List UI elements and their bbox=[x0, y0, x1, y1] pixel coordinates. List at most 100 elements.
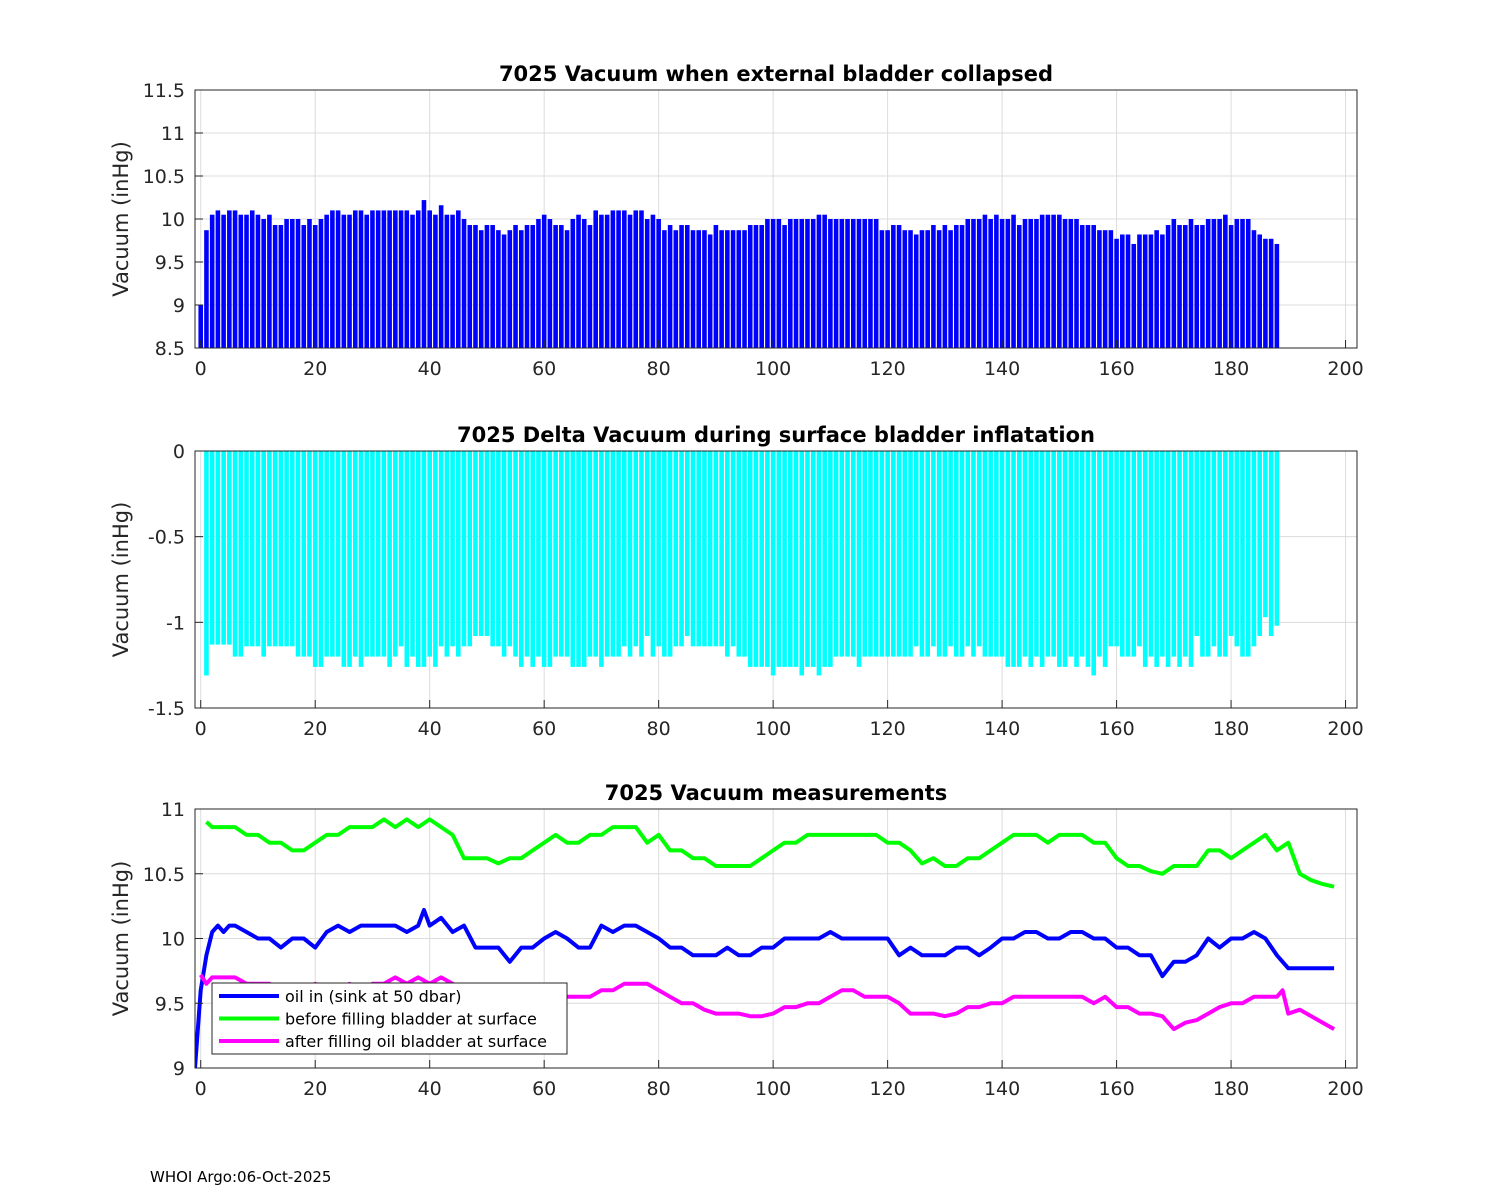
bar-17 bbox=[295, 219, 301, 348]
bar-146 bbox=[1034, 451, 1039, 657]
bar-68 bbox=[587, 225, 593, 348]
bar-100 bbox=[770, 451, 776, 676]
x-tick-label: 140 bbox=[984, 358, 1020, 380]
bar-94 bbox=[736, 230, 742, 348]
x-tick-label: 0 bbox=[195, 358, 207, 380]
bar-180 bbox=[1228, 225, 1234, 348]
bar-11 bbox=[261, 451, 266, 657]
bar-82 bbox=[667, 451, 673, 657]
bar-152 bbox=[1068, 451, 1074, 657]
bar-16 bbox=[290, 219, 295, 348]
chart-title: 7025 Delta Vacuum during surface bladder… bbox=[457, 423, 1095, 447]
bar-136 bbox=[976, 219, 982, 348]
x-tick-label: 60 bbox=[532, 718, 556, 740]
x-tick-label: 180 bbox=[1213, 718, 1249, 740]
bar-156 bbox=[1091, 451, 1096, 676]
bar-158 bbox=[1102, 230, 1108, 348]
bar-19 bbox=[307, 219, 312, 348]
bar-122 bbox=[896, 225, 902, 348]
y-tick-label: 10.5 bbox=[143, 166, 185, 188]
bar-104 bbox=[793, 451, 799, 667]
x-tick-label: 180 bbox=[1213, 358, 1249, 380]
bar-85 bbox=[684, 451, 690, 637]
bar-58 bbox=[530, 451, 536, 667]
bar-186 bbox=[1263, 451, 1268, 618]
x-tick-label: 80 bbox=[647, 1078, 671, 1100]
bar-102 bbox=[782, 451, 787, 667]
bar-129 bbox=[936, 230, 942, 348]
x-tick-label: 80 bbox=[647, 358, 671, 380]
bar-119 bbox=[879, 230, 885, 348]
bar-149 bbox=[1051, 451, 1056, 657]
bar-182 bbox=[1240, 219, 1245, 348]
bar-34 bbox=[393, 451, 398, 657]
bar-184 bbox=[1251, 230, 1257, 348]
x-tick-label: 20 bbox=[303, 358, 327, 380]
bar-93 bbox=[730, 230, 736, 348]
bar-168 bbox=[1160, 234, 1165, 348]
bar-146 bbox=[1034, 219, 1039, 348]
bar-90 bbox=[713, 225, 719, 348]
bar-111 bbox=[833, 451, 839, 657]
bar-104 bbox=[793, 219, 799, 348]
bar-35 bbox=[398, 451, 404, 647]
bar-109 bbox=[822, 451, 827, 667]
bar-155 bbox=[1085, 225, 1091, 348]
bar-160 bbox=[1114, 238, 1119, 348]
bar-153 bbox=[1074, 219, 1079, 348]
bar-6 bbox=[232, 451, 238, 657]
bar-184 bbox=[1251, 451, 1257, 647]
bar-62 bbox=[553, 451, 558, 657]
bar-9 bbox=[249, 451, 255, 647]
bar-13 bbox=[272, 225, 278, 348]
bar-98 bbox=[759, 451, 764, 667]
bar-39 bbox=[421, 451, 427, 667]
bar-44 bbox=[450, 451, 455, 647]
bar-44 bbox=[450, 214, 455, 348]
bar-111 bbox=[833, 219, 839, 348]
bar-20 bbox=[312, 451, 318, 667]
bar-54 bbox=[507, 230, 513, 348]
bar-173 bbox=[1188, 451, 1194, 667]
bar-47 bbox=[467, 451, 473, 647]
bar-22 bbox=[324, 451, 329, 657]
panel-vacuum-measurements: 0 20 40 60 80 100 120 140 160 180 200 9 9.5 10 10.5 11… bbox=[109, 781, 1364, 1100]
bar-31 bbox=[375, 451, 381, 657]
bar-30 bbox=[370, 210, 375, 348]
x-tick-label: 100 bbox=[755, 1078, 791, 1100]
y-tick-label: 9.5 bbox=[155, 252, 185, 274]
bar-32 bbox=[381, 451, 387, 657]
bar-134 bbox=[965, 451, 971, 647]
bar-169 bbox=[1165, 225, 1171, 348]
bar-53 bbox=[501, 234, 507, 348]
bar-62 bbox=[553, 225, 558, 348]
bar-119 bbox=[879, 451, 885, 657]
bar-20 bbox=[312, 225, 318, 348]
bar-168 bbox=[1160, 451, 1165, 657]
bar-167 bbox=[1154, 451, 1159, 667]
bar-5 bbox=[227, 210, 232, 348]
bar-12 bbox=[267, 451, 272, 647]
y-tick-label: 9 bbox=[173, 295, 185, 317]
bar-149 bbox=[1051, 214, 1056, 348]
bar-178 bbox=[1217, 219, 1222, 348]
bar-152 bbox=[1068, 219, 1074, 348]
bar-118 bbox=[873, 219, 879, 348]
y-tick-label: 11 bbox=[161, 799, 185, 821]
legend-label-after-filling: after filling oil bladder at surface bbox=[285, 1032, 547, 1051]
bar-83 bbox=[673, 230, 679, 348]
x-tick-label: 60 bbox=[532, 358, 556, 380]
bar-23 bbox=[330, 210, 335, 348]
bar-77 bbox=[639, 210, 644, 348]
x-tick-label: 40 bbox=[418, 1078, 442, 1100]
chart-title: 7025 Vacuum measurements bbox=[605, 781, 948, 805]
bar-80 bbox=[656, 219, 661, 348]
panel-delta-vacuum: 0 20 40 60 80 100 120 140 160 180 200 -1.5-1-0.50 … bbox=[109, 423, 1364, 740]
bar-84 bbox=[679, 225, 684, 348]
x-tick-label: 0 bbox=[195, 1078, 207, 1100]
bar-56 bbox=[518, 451, 524, 667]
bar-73 bbox=[616, 451, 621, 657]
bar-181 bbox=[1234, 451, 1240, 647]
bar-63 bbox=[559, 225, 564, 348]
